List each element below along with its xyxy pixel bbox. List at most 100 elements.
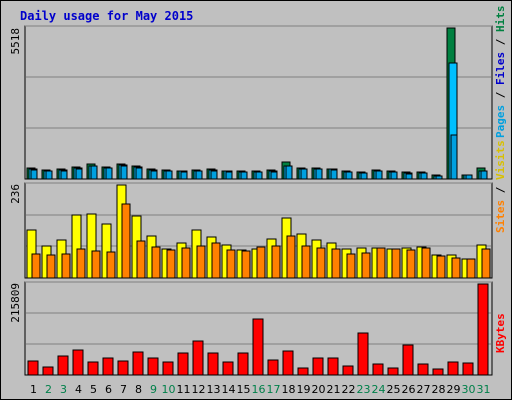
hits-files-pages-panel [24,25,493,180]
pages-bar [255,171,263,180]
pages-bar [330,169,338,180]
kbytes-bar [342,365,354,376]
pages-bar [315,168,323,180]
panel-1-box [24,25,493,180]
day-label: 26 [402,383,416,396]
day-label: 29 [447,383,461,396]
day-label: 8 [135,383,142,396]
day-label: 15 [237,383,251,396]
pages-bar [210,170,218,180]
sites-bar [241,250,251,279]
sites-bar [256,246,266,279]
day-label: 5 [90,383,97,396]
kbytes-bar [282,350,294,376]
legend-separator: / [494,85,507,105]
day-label: 4 [75,383,82,396]
kbytes-bar [42,366,54,376]
pages-bar [120,165,128,180]
pages-bar [480,170,488,180]
legend-separator: / [494,32,507,52]
sites-bar [451,257,461,279]
pages-bar [165,170,173,180]
pages-bar [270,171,278,180]
sites-bar [391,248,401,279]
kbytes-bar [102,357,114,376]
sites-bar [331,248,341,279]
kbytes-panel-ymax-label: 215809 [9,283,22,323]
kbytes-bar [387,367,399,376]
pages-bar [45,170,53,180]
day-label: 18 [282,383,296,396]
kbytes-bar [462,362,474,376]
sites-bar [91,250,101,279]
day-label: 24 [372,383,386,396]
day-label: 9 [150,383,157,396]
day-label: 31 [477,383,491,396]
pages-bar [300,168,308,180]
visits-sites-panel [24,182,493,279]
hits-panel-ymax-label: 5518 [9,28,22,55]
sites-bar [151,246,161,279]
legend-sites: Sites [494,200,507,233]
kbytes-bar [132,351,144,376]
sites-bar [271,245,281,279]
pages-bar [75,168,83,180]
legend-pages: Pages [494,105,507,138]
sites-bar [361,252,371,279]
sites-bar [61,253,71,279]
sites-bar [376,247,386,279]
kbytes-bar [222,361,234,376]
kbytes-bar [207,352,219,376]
legend-visits: Visits [494,140,507,180]
kbytes-bar [162,361,174,376]
day-label: 30 [462,383,476,396]
sites-bar [196,245,206,279]
sites-bar [316,247,326,279]
kbytes-bar [267,359,279,376]
pages-bar [180,171,188,180]
sites-bar [406,249,416,279]
chart-title: Daily usage for May 2015 [20,9,193,23]
pages-bar [135,167,143,180]
sites-bar [481,248,491,279]
day-label: 25 [387,383,401,396]
pages-bar [60,170,68,180]
pages-bar [375,170,383,180]
day-label: 14 [222,383,236,396]
sites-bar [31,253,41,279]
kbytes-panel-legend: KBytes [494,313,507,353]
pages-bar [195,170,203,180]
kbytes-bar [252,318,264,376]
sites-bar [226,249,236,279]
sites-bar [181,247,191,279]
kbytes-panel [24,281,493,376]
kbytes-bar [147,357,159,376]
day-label: 20 [312,383,326,396]
hits-panel-legend: Pages / Files / Hits [494,6,507,139]
pages-bar [420,172,428,180]
sites-bar [286,235,296,279]
pages-bar [465,174,473,180]
day-label: 22 [342,383,356,396]
kbytes-bar [237,352,249,376]
day-label: 16 [252,383,266,396]
sites-bar [46,254,56,279]
visits-panel-ymax-label: 236 [9,184,22,204]
day-label: 6 [105,383,112,396]
sites-bar [76,248,86,279]
day-label: 12 [192,383,206,396]
kbytes-bar [297,367,309,376]
pages-bar [240,171,248,180]
pages-bar [105,167,113,180]
pages-bar [225,171,233,180]
sites-bar [136,240,146,279]
sites-bar [436,255,446,279]
kbytes-bar [192,340,204,376]
kbytes-bar [477,283,489,376]
legend-separator: / [494,180,507,200]
kbytes-bar [402,344,414,376]
pages-bar [30,169,38,180]
pages-bar [435,175,443,180]
day-label: 19 [297,383,311,396]
